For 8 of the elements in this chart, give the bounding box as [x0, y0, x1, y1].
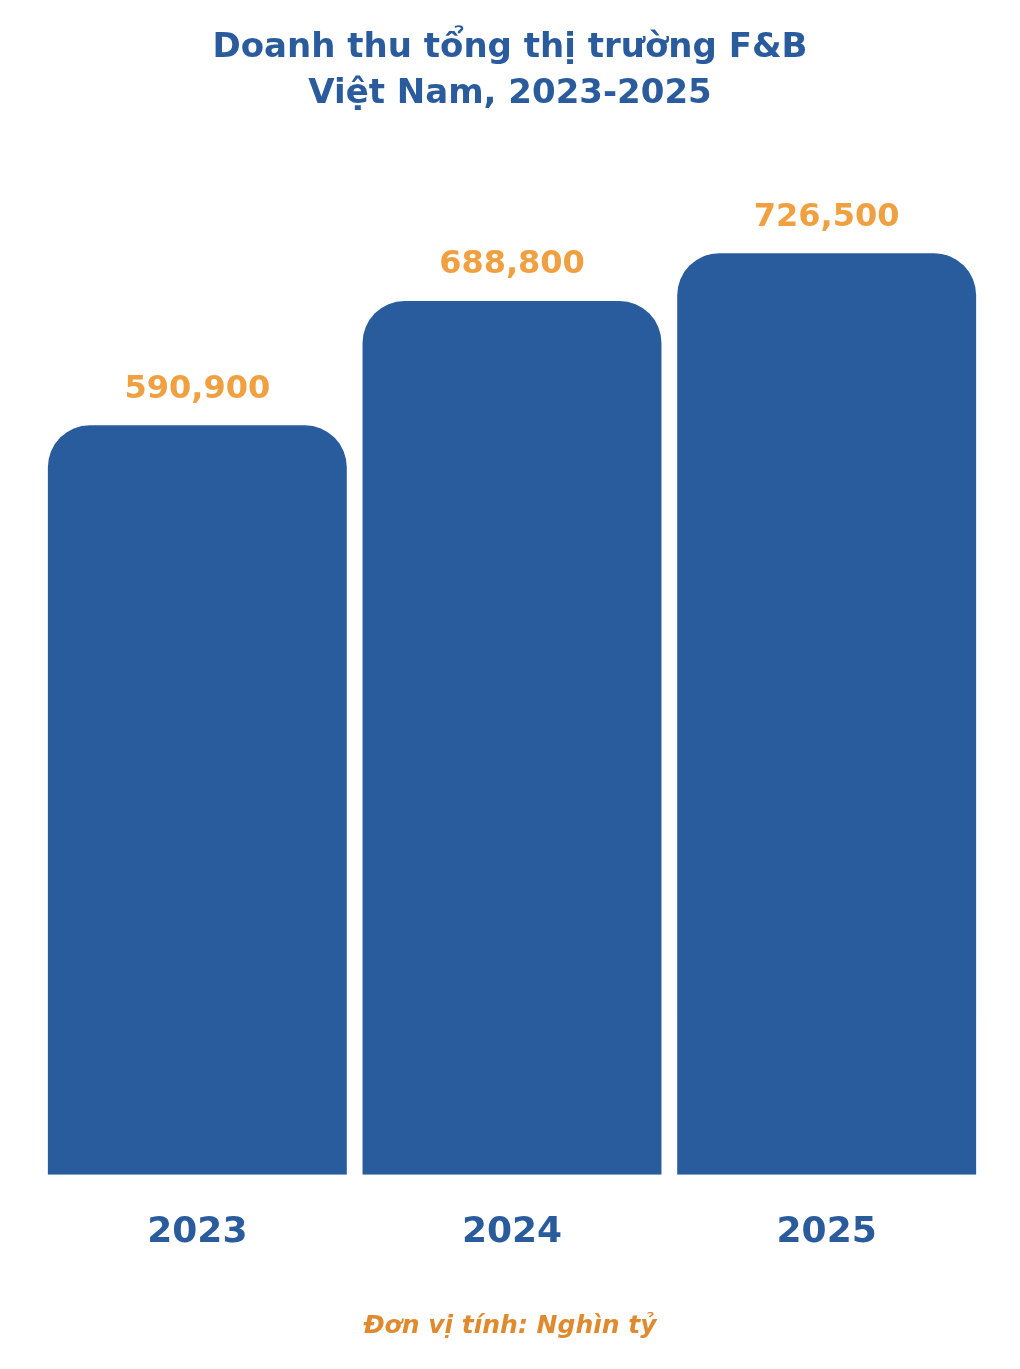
- x-tick-label: 2023: [147, 1208, 248, 1250]
- x-tick-label: 2024: [461, 1208, 563, 1250]
- data-label: 688,800: [439, 243, 585, 282]
- text: Đơn vị tính: Nghìn tỷ: [362, 1310, 658, 1339]
- data-label: 590,900: [124, 367, 271, 406]
- x-tick-label: 2025: [776, 1208, 877, 1250]
- data-label: 726,500: [753, 195, 900, 234]
- chart-title: Doanh thu tổng thị trường F&B Việt Nam, 2023-2025: [211, 24, 809, 113]
